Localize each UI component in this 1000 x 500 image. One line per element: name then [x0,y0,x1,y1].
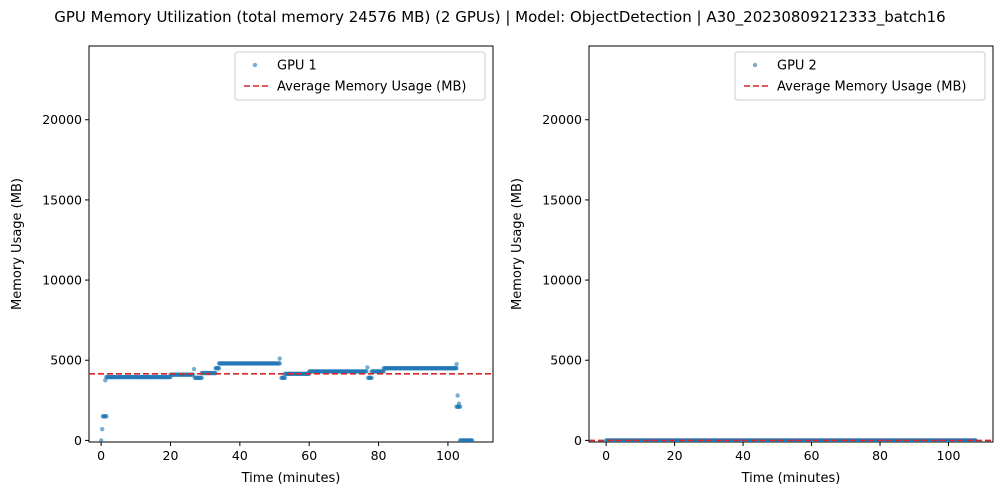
data-point [191,366,197,372]
x-tick-label: 100 [436,448,460,463]
x-tick-label: 40 [232,448,248,463]
y-tick-label: 15000 [42,192,82,207]
plot-area [89,356,493,442]
data-point [99,426,105,432]
data-point [282,375,288,381]
data-point [277,361,282,366]
data-point [104,414,109,419]
y-axis-label: Memory Usage (MB) [510,178,525,310]
y-tick-label: 20000 [542,112,582,127]
x-tick-label: 100 [937,448,961,463]
x-axis-label: Time (minutes) [241,471,341,486]
y-tick-label: 5000 [550,353,582,368]
y-tick-label: 10000 [42,273,82,288]
data-point [469,438,475,442]
y-tick-label: 0 [574,433,582,448]
x-tick-label: 20 [667,448,683,463]
gpu2-memory-chart: 0 20 40 60 80 100 0 5000 10000 15000 20000 Time (mi… [510,45,994,486]
data-point [365,365,370,370]
data-point [277,356,282,361]
plot-frame [588,45,994,443]
y-axis-label: Memory Usage (MB) [10,178,25,310]
y-tick-label: 10000 [542,273,582,288]
legend-label-average: Average Memory Usage (MB) [777,80,966,95]
gpu1-memory-chart: 0 20 40 60 80 100 0 5000 10000 15000 20000 Time (mi… [10,45,494,486]
data-point [216,366,222,371]
data-point [454,362,459,367]
x-tick-label: 0 [97,448,105,463]
data-point [98,438,104,442]
legend-label-gpu: GPU 1 [277,59,317,74]
data-point [199,375,204,381]
legend-marker-points [252,62,258,68]
x-tick-label: 20 [163,448,179,463]
legend-label-average: Average Memory Usage (MB) [277,80,466,95]
x-tick-label: 60 [804,448,820,463]
x-tick-label: 60 [301,448,317,463]
data-point [454,366,459,371]
data-point [456,401,462,406]
data-point [455,393,460,398]
y-tick-label: 0 [74,433,82,448]
legend: GPU 2 Average Memory Usage (MB) [734,51,986,101]
data-point [364,369,369,374]
y-tick-label: 15000 [542,192,582,207]
y-tick-label: 20000 [42,112,82,127]
y-tick-label: 5000 [50,353,82,368]
legend: GPU 1 Average Memory Usage (MB) [234,51,486,101]
x-tick-label: 40 [735,448,751,463]
data-point [103,378,108,383]
x-tick-label: 80 [872,448,888,463]
legend-box [734,51,986,101]
x-tick-label: 80 [371,448,387,463]
plot-area [589,438,993,442]
data-point [369,375,374,381]
figure-title: GPU Memory Utilization (total memory 245… [54,8,946,26]
legend-box [234,51,486,101]
legend-marker-points [752,62,758,68]
legend-label-gpu: GPU 2 [777,59,817,74]
x-tick-label: 0 [602,448,610,463]
x-axis-label: Time (minutes) [741,471,841,486]
plot-frame [88,45,494,443]
